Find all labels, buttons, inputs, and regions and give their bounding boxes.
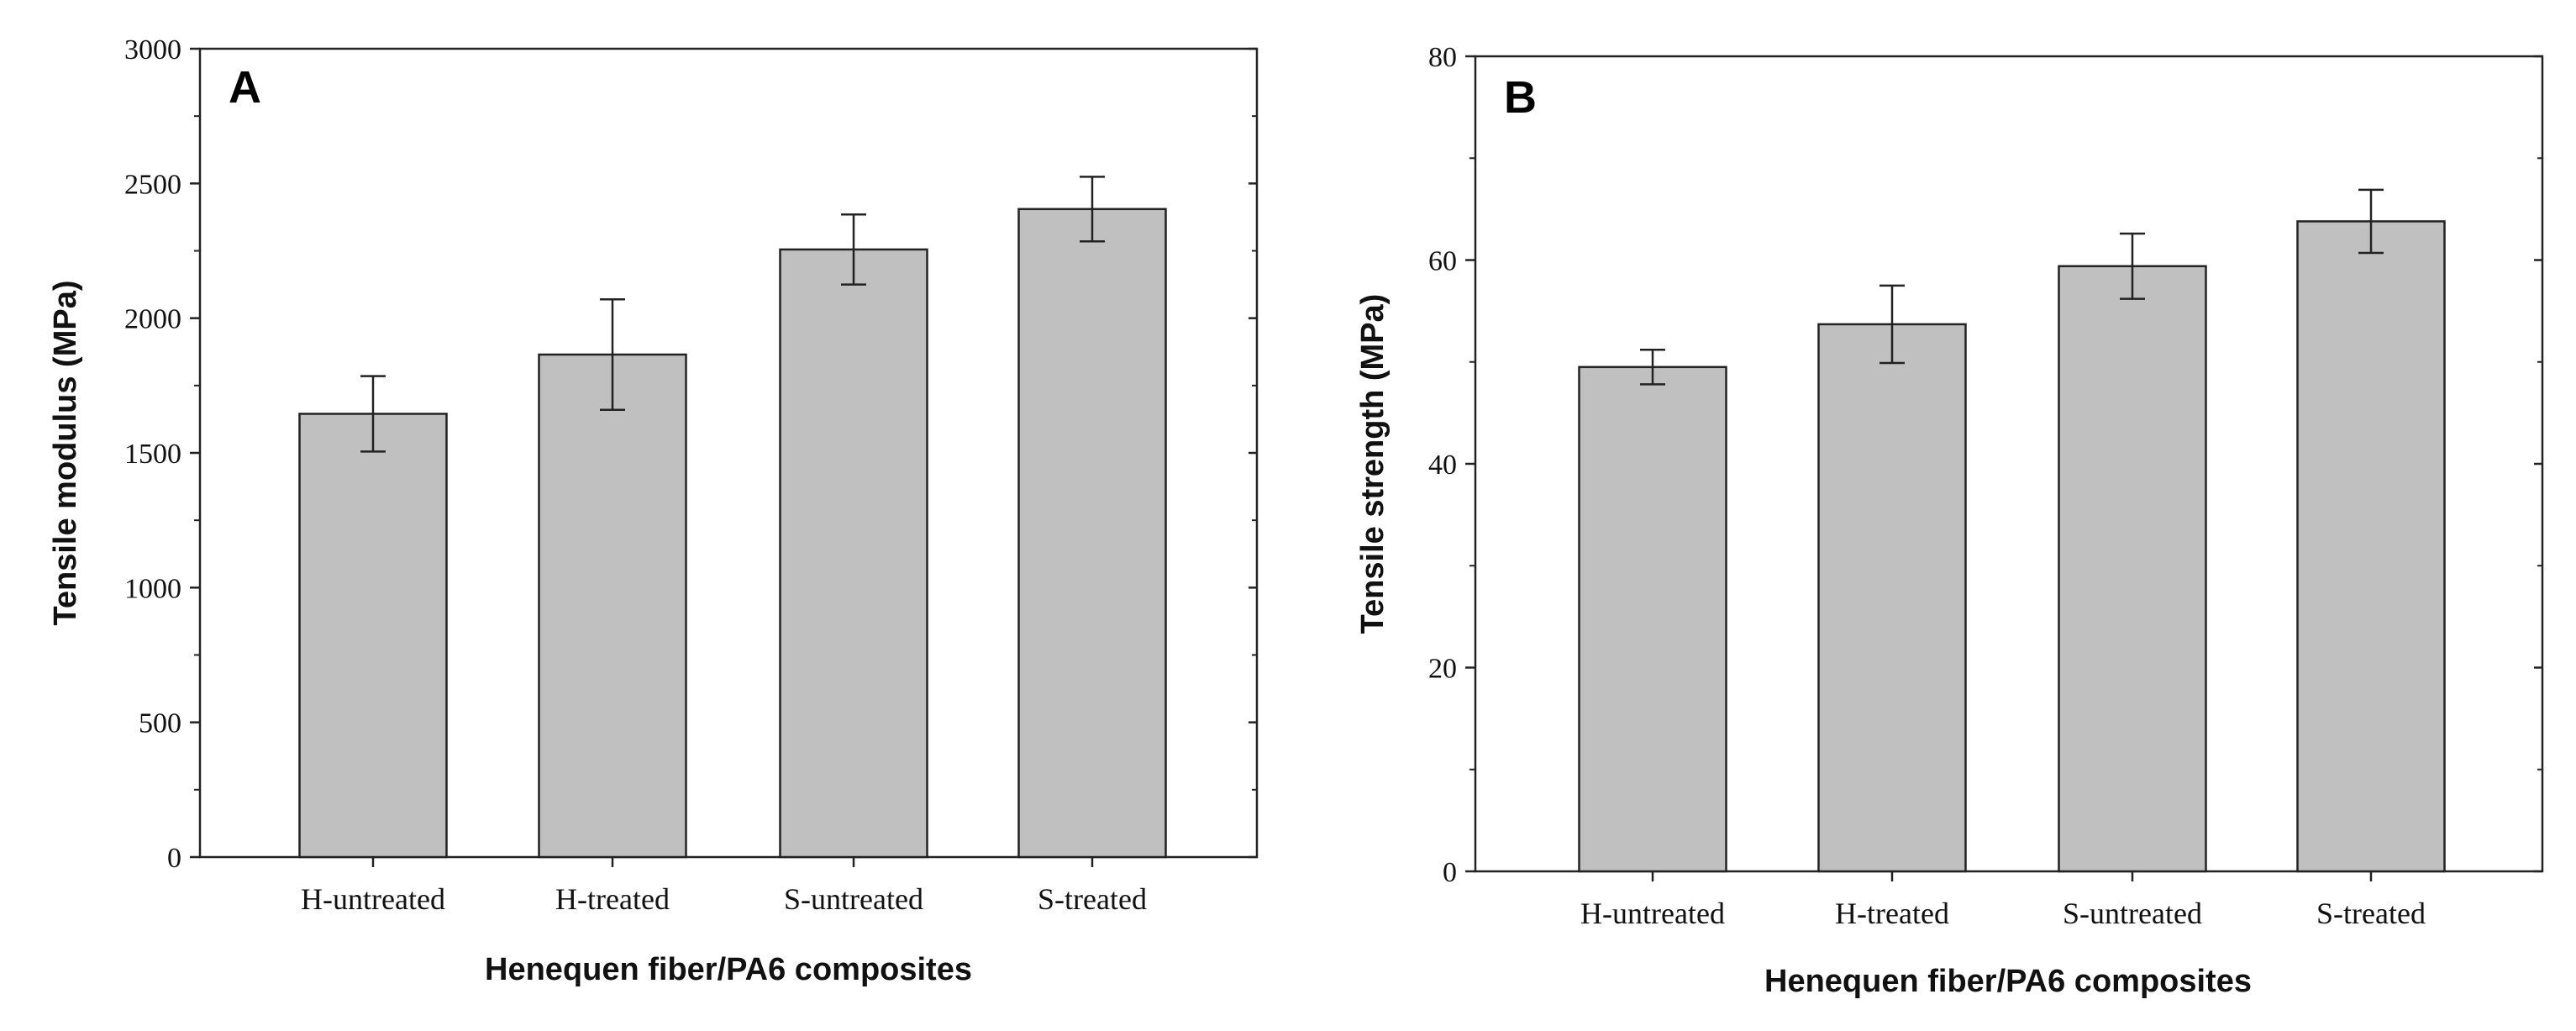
error-bar [2358, 188, 2384, 255]
error-bars-group [1640, 188, 2384, 386]
bar [1817, 323, 1967, 873]
x-tick-label: S-untreated [784, 882, 923, 916]
y-tick-label: 80 [1428, 42, 1457, 73]
y-tick-label: 2000 [124, 304, 181, 335]
error-bar [841, 213, 866, 286]
panel-label: B [1504, 72, 1537, 123]
x-tick-label: H-treated [555, 882, 670, 916]
panel-label: A [229, 62, 261, 113]
bar [2058, 265, 2207, 873]
x-tick-label: H-untreated [301, 882, 445, 916]
x-tick-label: S-untreated [2063, 897, 2202, 930]
x-tick-label: H-treated [1835, 897, 1949, 930]
error-bar [1879, 284, 1905, 365]
chart-panel-b: 0 20 40 60 80 H-untreated H-treated S-untreate… [1355, 42, 2544, 999]
y-tick-label: 1000 [124, 573, 181, 604]
y-ticks-group: 0 500 1000 1500 2000 2500 3000 [124, 34, 1257, 874]
y-axis-title: Tensile strength (MPa) [1355, 294, 1391, 634]
bar [779, 248, 928, 859]
y-ticks-group: 0 20 40 60 80 [1428, 42, 2542, 888]
bars-group [298, 208, 1167, 859]
bar [538, 353, 687, 859]
y-tick-label: 500 [139, 708, 181, 739]
x-tick-label: S-treated [2316, 897, 2426, 930]
x-ticks-group: H-untreated H-treated S-untreated S-treated [1580, 871, 2426, 930]
error-bar [2120, 232, 2145, 300]
bar [1578, 366, 1727, 873]
error-bar [1640, 348, 1665, 386]
y-tick-label: 1500 [124, 439, 181, 470]
bar [298, 413, 448, 859]
y-tick-label: 2500 [124, 169, 181, 200]
x-tick-label: S-treated [1038, 882, 1147, 916]
x-ticks-group: H-untreated H-treated S-untreated S-treated [301, 857, 1147, 916]
error-bar [360, 375, 386, 453]
chart-panel-a: 0 500 1000 1500 2000 2500 3000 H-untreated H-tr… [48, 34, 1259, 987]
bars-group [1578, 220, 2446, 873]
y-tick-label: 60 [1428, 246, 1457, 277]
y-tick-label: 0 [167, 843, 181, 874]
y-tick-label: 0 [1443, 857, 1457, 888]
error-bar [600, 297, 625, 411]
error-bars-group [360, 176, 1105, 453]
bar [2296, 220, 2446, 873]
y-tick-label: 3000 [124, 34, 181, 66]
y-axis-title: Tensile modulus (MPa) [48, 280, 83, 625]
y-tick-label: 40 [1428, 450, 1457, 481]
x-axis-title: Henequen fiber/PA6 composites [485, 952, 972, 987]
x-tick-label: H-untreated [1580, 897, 1725, 930]
x-axis-title: Henequen fiber/PA6 composites [1764, 964, 2252, 999]
error-bar [1080, 176, 1105, 243]
bar [1017, 208, 1167, 859]
y-tick-label: 20 [1428, 654, 1457, 685]
